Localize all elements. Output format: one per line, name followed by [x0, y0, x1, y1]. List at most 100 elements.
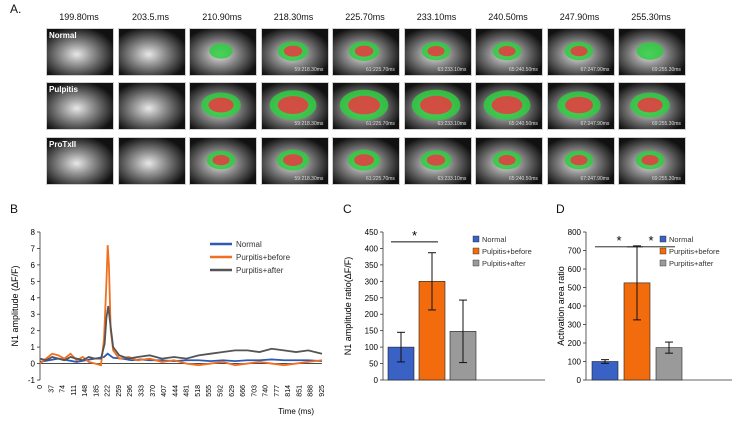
significance-star: * — [412, 228, 417, 243]
legend-swatch — [472, 247, 480, 255]
activation-green — [636, 42, 664, 60]
time-label: 218.30ms — [273, 12, 314, 22]
activation-red — [348, 95, 380, 115]
y-tick-label: 100 — [568, 358, 582, 367]
y-tick-label: 50 — [369, 360, 378, 369]
imaging-frame — [475, 82, 543, 130]
activation-red — [354, 154, 374, 166]
frame-timestamp: 69:255.30ms — [652, 121, 681, 127]
frame-image — [476, 29, 542, 75]
time-label: 225.70ms — [345, 12, 385, 22]
imaging-frame — [403, 82, 472, 130]
imaging-frame — [260, 82, 329, 130]
time-label: 233.10ms — [416, 12, 457, 22]
y-tick-label: 150 — [365, 327, 379, 336]
imaging-frame — [403, 137, 472, 185]
x-tick-label: 74 — [60, 385, 67, 393]
y-tick-label: 450 — [365, 228, 379, 237]
imaging-frame — [618, 28, 686, 76]
row-label: Normal — [49, 31, 77, 40]
x-tick-label: 111 — [71, 385, 78, 396]
legend-swatch — [472, 259, 480, 267]
frame-timestamp: 69:255.30ms — [652, 67, 681, 73]
imaging-frame — [403, 28, 472, 76]
activation-red — [354, 45, 374, 57]
x-tick-label: 703 — [251, 385, 258, 397]
frame-image — [261, 29, 328, 75]
frame-timestamp: 63:233.10ms — [437, 121, 467, 127]
frame-image — [619, 83, 685, 129]
imaging-frame — [618, 82, 686, 130]
frame-timestamp: 61:225.70ms — [366, 121, 395, 127]
x-tick-label: 777 — [274, 385, 281, 397]
imaging-frame — [260, 137, 329, 185]
imaging-frame — [117, 82, 186, 130]
x-tick-label: 888 — [308, 385, 315, 397]
tissue-glow — [118, 138, 185, 184]
x-tick-label: 296 — [127, 385, 134, 397]
x-axis-title: Time (ms) — [278, 407, 314, 416]
bar — [591, 361, 619, 381]
y-tick-label: 350 — [365, 261, 379, 270]
imaging-frame — [46, 28, 114, 76]
time-label: 247.90ms — [559, 12, 600, 22]
y-tick-label: 0 — [577, 376, 582, 385]
frame-image — [261, 138, 328, 184]
activation-red — [277, 96, 308, 115]
time-label: 240.50ms — [488, 12, 528, 22]
x-tick-label: 925 — [319, 385, 326, 397]
frame-image — [547, 29, 614, 75]
legend-swatch — [659, 259, 667, 267]
activation-red — [419, 95, 452, 115]
y-tick-label: -1 — [28, 376, 36, 385]
y-tick-label: 600 — [568, 265, 582, 274]
y-tick-label: 8 — [31, 228, 36, 237]
panel-label-b: B — [10, 202, 19, 216]
legend-label: Purpitis+after — [236, 266, 284, 275]
frame-image — [118, 83, 185, 129]
frame-image — [404, 29, 471, 75]
frame-image — [333, 138, 399, 184]
panel-label-a: A. — [10, 2, 22, 16]
significance-star: * — [648, 233, 653, 248]
y-tick-label: 200 — [365, 310, 379, 319]
x-tick-label: 370 — [150, 385, 157, 397]
activation-red — [569, 154, 588, 166]
frame-image — [47, 138, 113, 184]
x-tick-label: 259 — [116, 385, 123, 397]
legend-label: Normal — [236, 240, 262, 249]
frame-image — [476, 138, 542, 184]
x-tick-label: 814 — [285, 385, 292, 397]
x-tick-label: 740 — [263, 385, 270, 397]
imaging-frame — [260, 28, 329, 76]
time-label: 210.90ms — [202, 12, 242, 22]
frame-timestamp: 61:225.70ms — [366, 67, 395, 73]
frame-image — [619, 138, 685, 184]
legend-label: Normal — [669, 235, 694, 244]
activation-red — [637, 97, 663, 113]
legend-swatch — [659, 247, 667, 255]
frame-image — [261, 83, 328, 129]
row-label: ProTxII — [49, 140, 77, 149]
y-tick-label: 300 — [365, 277, 379, 286]
y-tick-label: 7 — [31, 244, 36, 253]
y-tick-label: 6 — [31, 261, 36, 270]
activation-red — [491, 96, 523, 115]
time-label: 203.5.ms — [131, 12, 170, 22]
y-tick-label: 250 — [365, 294, 379, 303]
frame-image — [47, 29, 113, 75]
activation-green — [209, 43, 233, 59]
legend-swatch — [472, 235, 480, 243]
imaging-frame — [475, 137, 543, 185]
frame-timestamp: 69:255.30ms — [652, 176, 681, 182]
imaging-frame — [546, 82, 615, 130]
imaging-frame — [332, 137, 400, 185]
y-tick-label: 400 — [568, 302, 582, 311]
frame-timestamp: 67:247.90ms — [580, 176, 610, 182]
imaging-frame — [46, 137, 114, 185]
y-tick-label: 0 — [31, 360, 36, 369]
activation-red — [426, 45, 445, 57]
legend-label: Purpitis+before — [236, 253, 291, 262]
y-tick-label: 200 — [568, 339, 582, 348]
activation-red — [426, 154, 445, 166]
